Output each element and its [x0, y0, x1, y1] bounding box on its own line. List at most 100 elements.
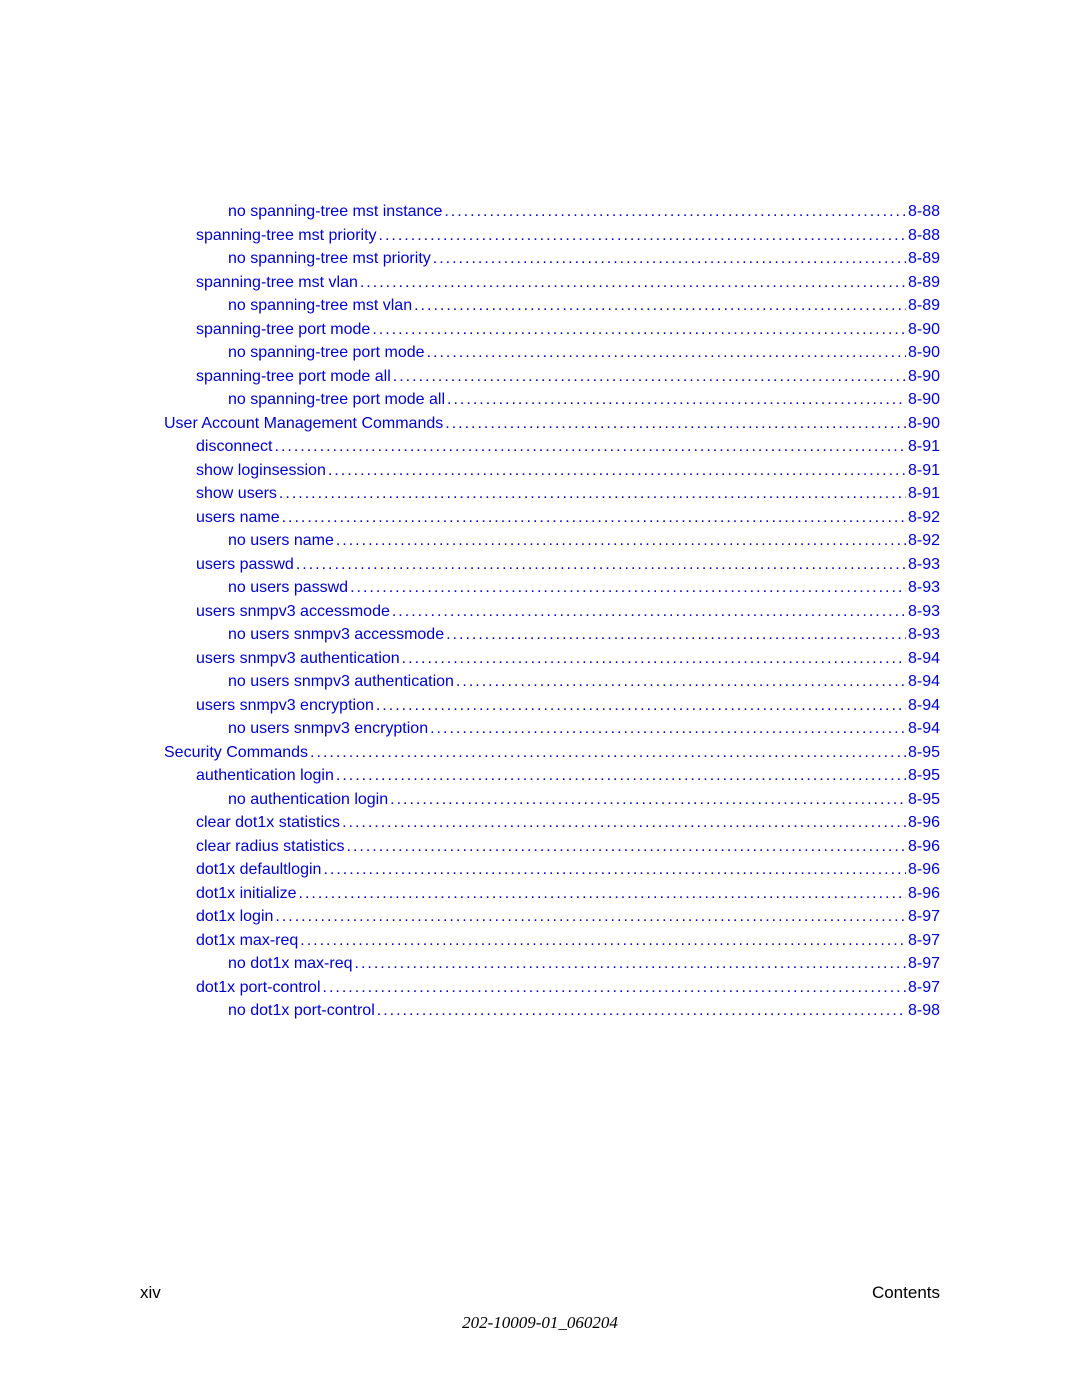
toc-dots-leader — [299, 882, 906, 906]
toc-dots-leader — [427, 341, 906, 365]
toc-entry-title: no users passwd — [228, 576, 348, 600]
toc-entry-title: clear radius statistics — [196, 835, 345, 859]
toc-entry[interactable]: spanning-tree mst priority 8-88 — [140, 224, 940, 248]
toc-entry[interactable]: show loginsession 8-91 — [140, 459, 940, 483]
toc-entry[interactable]: no spanning-tree mst vlan 8-89 — [140, 294, 940, 318]
toc-dots-leader — [379, 224, 906, 248]
toc-entry[interactable]: no users snmpv3 authentication 8-94 — [140, 670, 940, 694]
toc-dots-leader — [377, 999, 906, 1023]
toc-entry[interactable]: dot1x initialize 8-96 — [140, 882, 940, 906]
toc-entry[interactable]: clear dot1x statistics 8-96 — [140, 811, 940, 835]
toc-entry-page: 8-97 — [908, 929, 940, 953]
toc-dots-leader — [445, 412, 906, 436]
toc-dots-leader — [350, 576, 906, 600]
toc-entry[interactable]: users name 8-92 — [140, 506, 940, 530]
toc-entry-title: dot1x max-req — [196, 929, 298, 953]
toc-dots-leader — [393, 365, 906, 389]
toc-dots-leader — [355, 952, 906, 976]
toc-entry[interactable]: users snmpv3 encryption 8-94 — [140, 694, 940, 718]
toc-entry-title: spanning-tree mst priority — [196, 224, 377, 248]
toc-entry-page: 8-93 — [908, 623, 940, 647]
toc-entry-page: 8-97 — [908, 905, 940, 929]
toc-entry-page: 8-91 — [908, 482, 940, 506]
toc-entry-page: 8-91 — [908, 459, 940, 483]
toc-entry[interactable]: disconnect 8-91 — [140, 435, 940, 459]
toc-dots-leader — [444, 200, 906, 224]
toc-entry[interactable]: dot1x max-req 8-97 — [140, 929, 940, 953]
toc-entry-page: 8-89 — [908, 294, 940, 318]
toc-entry[interactable]: no users snmpv3 accessmode 8-93 — [140, 623, 940, 647]
toc-entry[interactable]: spanning-tree mst vlan 8-89 — [140, 271, 940, 295]
toc-entry[interactable]: no users snmpv3 encryption 8-94 — [140, 717, 940, 741]
toc-dots-leader — [296, 553, 906, 577]
toc-entry[interactable]: no spanning-tree mst priority 8-89 — [140, 247, 940, 271]
toc-entry[interactable]: no users passwd 8-93 — [140, 576, 940, 600]
toc-dots-leader — [336, 529, 906, 553]
page-footer: xiv Contents — [140, 1283, 940, 1303]
toc-entry[interactable]: users snmpv3 authentication 8-94 — [140, 647, 940, 671]
toc-entry-page: 8-89 — [908, 247, 940, 271]
toc-dots-leader — [430, 717, 906, 741]
toc-entry-title: users snmpv3 encryption — [196, 694, 374, 718]
toc-entry-title: no spanning-tree mst instance — [228, 200, 442, 224]
toc-entry[interactable]: no dot1x port-control 8-98 — [140, 999, 940, 1023]
toc-entry-page: 8-89 — [908, 271, 940, 295]
toc-entry-page: 8-90 — [908, 388, 940, 412]
toc-entry[interactable]: dot1x login 8-97 — [140, 905, 940, 929]
toc-entry-page: 8-94 — [908, 717, 940, 741]
toc-entry-page: 8-93 — [908, 576, 940, 600]
toc-entry[interactable]: no dot1x max-req 8-97 — [140, 952, 940, 976]
toc-dots-leader — [392, 600, 906, 624]
toc-entry-title: no dot1x port-control — [228, 999, 375, 1023]
toc-dots-leader — [376, 694, 906, 718]
toc-entry[interactable]: spanning-tree port mode all 8-90 — [140, 365, 940, 389]
toc-entry-title: authentication login — [196, 764, 334, 788]
toc-entry-page: 8-97 — [908, 952, 940, 976]
toc-entry[interactable]: dot1x port-control 8-97 — [140, 976, 940, 1000]
toc-entry-page: 8-90 — [908, 341, 940, 365]
toc-entry-title: show users — [196, 482, 277, 506]
toc-dots-leader — [390, 788, 906, 812]
toc-dots-leader — [456, 670, 906, 694]
toc-entry-page: 8-90 — [908, 412, 940, 436]
toc-entry-page: 8-92 — [908, 529, 940, 553]
toc-entry-title: no spanning-tree port mode all — [228, 388, 445, 412]
toc-dots-leader — [446, 623, 906, 647]
toc-entry[interactable]: User Account Management Commands 8-90 — [140, 412, 940, 436]
toc-entry[interactable]: no spanning-tree mst instance 8-88 — [140, 200, 940, 224]
toc-entry-title: clear dot1x statistics — [196, 811, 340, 835]
toc-entry[interactable]: no authentication login 8-95 — [140, 788, 940, 812]
toc-entry[interactable]: no spanning-tree port mode all 8-90 — [140, 388, 940, 412]
toc-entry-title: dot1x port-control — [196, 976, 321, 1000]
toc-entry[interactable]: show users 8-91 — [140, 482, 940, 506]
toc-entry-title: no spanning-tree port mode — [228, 341, 425, 365]
toc-entry[interactable]: clear radius statistics 8-96 — [140, 835, 940, 859]
toc-dots-leader — [328, 459, 906, 483]
toc-entry-title: spanning-tree port mode all — [196, 365, 391, 389]
toc-dots-leader — [275, 905, 906, 929]
toc-entry-title: no users name — [228, 529, 334, 553]
toc-dots-leader — [275, 435, 906, 459]
toc-entry-title: disconnect — [196, 435, 273, 459]
toc-entry-page: 8-98 — [908, 999, 940, 1023]
toc-entry-title: spanning-tree mst vlan — [196, 271, 358, 295]
toc-dots-leader — [402, 647, 906, 671]
toc-entry-title: no users snmpv3 accessmode — [228, 623, 444, 647]
toc-entry[interactable]: spanning-tree port mode 8-90 — [140, 318, 940, 342]
toc-entry[interactable]: authentication login 8-95 — [140, 764, 940, 788]
toc-entry[interactable]: no users name 8-92 — [140, 529, 940, 553]
toc-entry[interactable]: users snmpv3 accessmode 8-93 — [140, 600, 940, 624]
toc-entry[interactable]: dot1x defaultlogin 8-96 — [140, 858, 940, 882]
toc-entry[interactable]: users passwd 8-93 — [140, 553, 940, 577]
toc-entry-page: 8-96 — [908, 882, 940, 906]
toc-dots-leader — [279, 482, 906, 506]
toc-dots-leader — [323, 976, 906, 1000]
toc-dots-leader — [282, 506, 906, 530]
toc-entry[interactable]: Security Commands 8-95 — [140, 741, 940, 765]
toc-entry-page: 8-88 — [908, 200, 940, 224]
toc-entry[interactable]: no spanning-tree port mode 8-90 — [140, 341, 940, 365]
toc-entry-page: 8-91 — [908, 435, 940, 459]
toc-dots-leader — [433, 247, 906, 271]
toc-entry-page: 8-97 — [908, 976, 940, 1000]
toc-entry-title: User Account Management Commands — [164, 412, 443, 436]
